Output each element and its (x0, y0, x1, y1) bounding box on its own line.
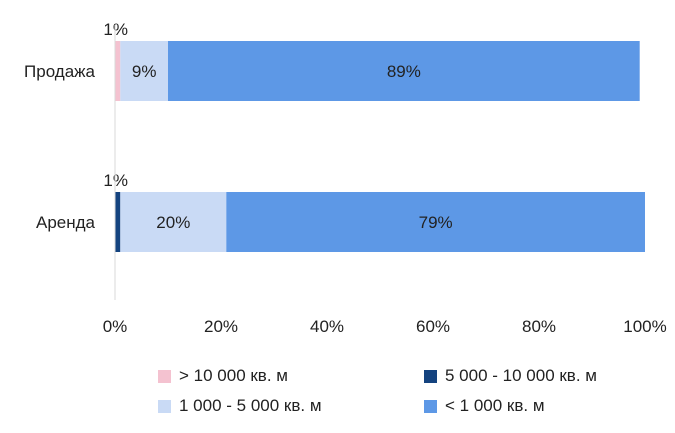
x-tick-label: 0% (103, 317, 128, 336)
bar-segment (226, 192, 646, 252)
data-label: 1% (103, 171, 128, 190)
axis-layer: Продажа Аренда 0% 20% 40% 60% 80% 100% (24, 25, 667, 336)
labels-layer: 1% 9% 89% 1% 20% 79% (103, 20, 452, 232)
x-tick-label: 60% (416, 317, 450, 336)
data-label: 20% (156, 213, 190, 232)
bars-layer (115, 41, 646, 252)
x-tick-label: 20% (204, 317, 238, 336)
data-label: 89% (387, 62, 421, 81)
x-tick-label: 80% (522, 317, 556, 336)
data-label: 79% (419, 213, 453, 232)
bar-segment (115, 41, 121, 101)
bar-segment (168, 41, 640, 101)
bar-segment (115, 192, 121, 252)
data-label: 1% (103, 20, 128, 39)
category-label: Продажа (24, 62, 96, 81)
x-tick-label: 100% (623, 317, 666, 336)
data-label: 9% (132, 62, 157, 81)
bar-segment (120, 192, 227, 252)
category-label: Аренда (36, 213, 96, 232)
x-tick-label: 40% (310, 317, 344, 336)
bar-segment (120, 41, 168, 101)
